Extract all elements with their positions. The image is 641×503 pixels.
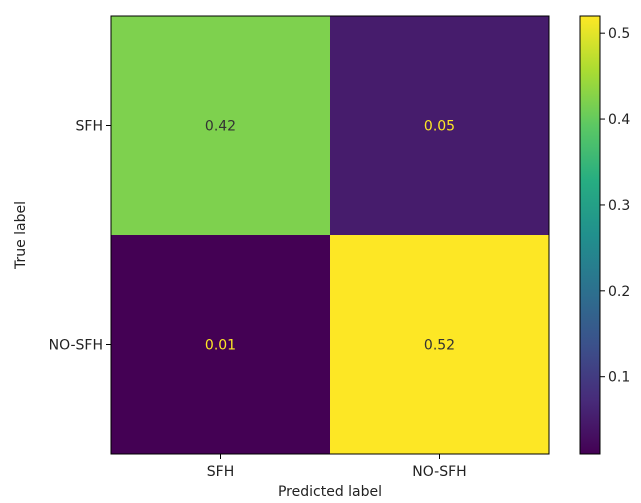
x-tick-label: NO-SFH: [412, 464, 466, 480]
colorbar: [579, 15, 601, 455]
heatmap-cell: [330, 235, 549, 454]
heatmap-cells: 0.42 0.05 0.01 0.52: [111, 16, 549, 454]
y-tick-label: NO-SFH: [49, 338, 103, 354]
colorbar-tick-label: 0.4: [608, 112, 630, 128]
colorbar-tick-label: 0.5: [608, 26, 630, 42]
colorbar-tick-label: 0.1: [608, 370, 630, 386]
x-tick-label: SFH: [207, 464, 234, 480]
heatmap-cell: [330, 16, 549, 235]
heatmap-cell: [111, 235, 330, 454]
y-axis-ticks: SFH NO-SFH: [49, 119, 111, 354]
cell-value-label: 0.05: [424, 119, 455, 135]
colorbar-tick-label: 0.3: [608, 198, 630, 214]
cell-value-label: 0.01: [205, 338, 236, 354]
colorbar-ticks: 0.1 0.2 0.3 0.4 0.5: [600, 26, 630, 386]
plot-frame: [110, 15, 550, 455]
x-axis-ticks: SFH NO-SFH: [207, 454, 467, 480]
colorbar-tick-label: 0.2: [608, 284, 630, 300]
cell-value-label: 0.52: [424, 338, 455, 354]
cell-value-label: 0.42: [205, 119, 236, 135]
heatmap-cell: [111, 16, 330, 235]
x-axis-label: Predicted label: [278, 484, 382, 500]
y-tick-label: SFH: [76, 119, 103, 135]
y-axis-label: True label: [13, 201, 29, 270]
